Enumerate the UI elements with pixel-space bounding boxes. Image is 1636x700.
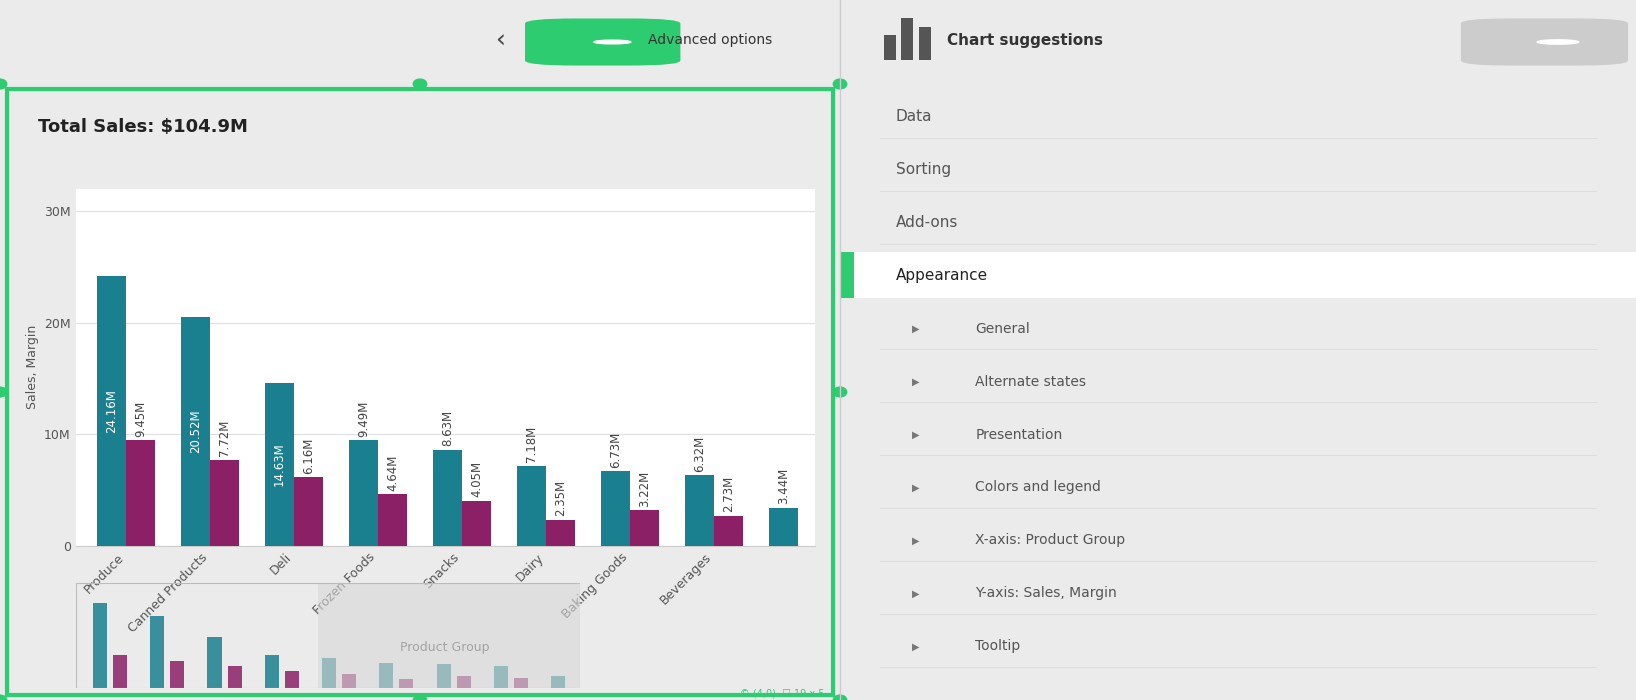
Bar [151, 616, 164, 687]
Bar [437, 664, 450, 687]
Bar [514, 678, 528, 687]
Text: Sorting: Sorting [897, 162, 951, 177]
Text: Y-axis: Sales, Margin: Y-axis: Sales, Margin [975, 587, 1117, 601]
Text: 14.63M: 14.63M [273, 442, 286, 486]
Bar [126, 440, 155, 546]
Text: Total Sales: $104.9M: Total Sales: $104.9M [38, 118, 247, 136]
Circle shape [833, 387, 847, 397]
FancyBboxPatch shape [839, 252, 854, 298]
Bar [494, 666, 507, 687]
Bar [294, 477, 324, 546]
Text: ▶: ▶ [911, 589, 919, 598]
Bar [517, 466, 546, 546]
Bar [180, 317, 209, 546]
Text: 3.22M: 3.22M [638, 470, 651, 507]
Text: Presentation: Presentation [975, 428, 1062, 442]
Circle shape [0, 79, 7, 89]
Text: Advanced options: Advanced options [648, 34, 772, 48]
Bar [348, 440, 378, 546]
Circle shape [414, 695, 427, 700]
Text: X-axis: Product Group: X-axis: Product Group [975, 533, 1126, 547]
Text: 2.35M: 2.35M [555, 480, 568, 517]
Text: 6.32M: 6.32M [692, 436, 705, 472]
Text: 2.73M: 2.73M [721, 476, 735, 512]
FancyBboxPatch shape [317, 583, 579, 687]
Bar [113, 654, 128, 687]
Text: General: General [975, 321, 1031, 335]
Text: Appearance: Appearance [897, 268, 988, 283]
Text: 7.18M: 7.18M [525, 426, 538, 463]
Text: ▶: ▶ [911, 536, 919, 545]
FancyBboxPatch shape [1461, 18, 1628, 66]
FancyBboxPatch shape [901, 18, 913, 60]
Text: 6.73M: 6.73M [609, 431, 622, 468]
Bar [600, 471, 630, 546]
Text: Tooltip: Tooltip [975, 639, 1021, 653]
Bar [380, 663, 393, 687]
Text: 4.05M: 4.05M [470, 461, 483, 498]
Text: © (4,0)  ☐ 19 x 5: © (4,0) ☐ 19 x 5 [739, 688, 825, 698]
Text: 6.16M: 6.16M [303, 438, 316, 474]
Bar [285, 671, 299, 687]
Text: 20.52M: 20.52M [188, 410, 201, 454]
Bar [93, 603, 106, 687]
Bar [378, 494, 407, 546]
Bar [208, 636, 221, 687]
Text: 8.63M: 8.63M [440, 410, 453, 447]
Circle shape [594, 40, 631, 44]
Bar [399, 680, 414, 687]
Bar [209, 460, 239, 546]
Circle shape [833, 79, 847, 89]
Text: ‹: ‹ [494, 28, 506, 52]
Bar [461, 500, 491, 546]
Bar [97, 276, 126, 546]
Text: ›: › [537, 28, 546, 52]
Text: Add-ons: Add-ons [897, 215, 959, 230]
Bar [227, 666, 242, 687]
Bar [265, 654, 278, 687]
Text: Chart suggestions: Chart suggestions [947, 33, 1103, 48]
Bar [713, 515, 743, 546]
Bar [265, 383, 294, 546]
Bar [456, 676, 471, 687]
Bar [342, 673, 357, 687]
Circle shape [0, 695, 7, 700]
Bar [170, 661, 185, 687]
Text: ▶: ▶ [911, 323, 919, 334]
Circle shape [833, 695, 847, 700]
Bar [551, 676, 564, 687]
Text: 9.49M: 9.49M [357, 400, 370, 437]
Circle shape [0, 387, 7, 397]
Circle shape [1538, 40, 1579, 44]
Text: ▶: ▶ [911, 482, 919, 493]
Y-axis label: Sales, Margin: Sales, Margin [26, 326, 39, 409]
Text: Colors and legend: Colors and legend [975, 480, 1101, 494]
Text: 7.72M: 7.72M [218, 420, 231, 456]
FancyBboxPatch shape [883, 35, 897, 60]
Bar [546, 520, 576, 546]
Text: ▶: ▶ [911, 377, 919, 386]
Text: 3.44M: 3.44M [777, 468, 790, 504]
Circle shape [414, 79, 427, 89]
Bar [322, 657, 335, 687]
Text: 24.16M: 24.16M [105, 389, 118, 433]
X-axis label: Product Group: Product Group [401, 640, 489, 654]
Text: 9.45M: 9.45M [134, 401, 147, 437]
FancyBboxPatch shape [525, 18, 681, 66]
Text: ▶: ▶ [911, 430, 919, 440]
Text: Data: Data [897, 109, 933, 124]
Text: ▶: ▶ [911, 641, 919, 652]
Bar [684, 475, 713, 546]
Text: 4.64M: 4.64M [386, 454, 399, 491]
Text: Alternate states: Alternate states [975, 374, 1086, 388]
FancyBboxPatch shape [839, 252, 1636, 298]
Bar [630, 510, 659, 546]
Bar [432, 449, 461, 546]
Bar [769, 508, 798, 546]
FancyBboxPatch shape [919, 27, 931, 60]
